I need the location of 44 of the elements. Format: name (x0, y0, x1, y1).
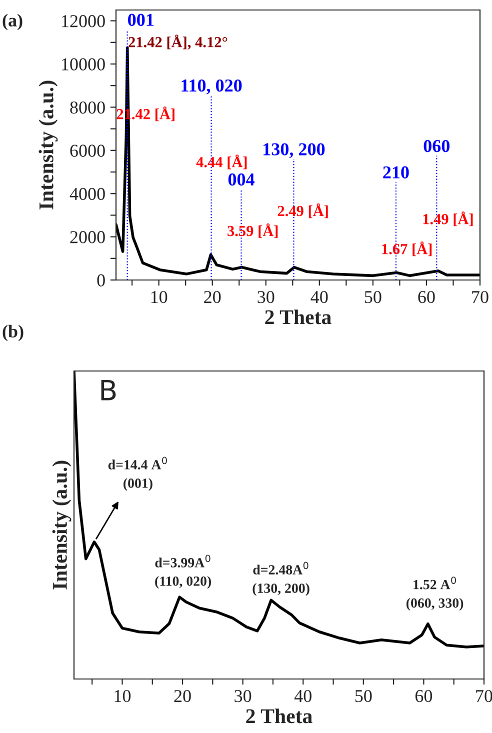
y-tick-label: 8000 (70, 101, 105, 114)
y-tick-label: 12000 (62, 15, 105, 28)
annotation: 130, 200 (264, 143, 325, 158)
x-axis-title: 2 Theta (246, 708, 312, 724)
y-tick-label: 10000 (62, 58, 105, 70)
annotation: 060 (424, 140, 450, 152)
x-tick-label: 60 (418, 290, 435, 304)
x-tick-label: 40 (310, 290, 328, 304)
annotation: 1.67 [Å] (382, 242, 432, 256)
y-tick-label: 2000 (70, 231, 105, 244)
x-tick-label: 50 (364, 290, 382, 304)
annotation: 21.42 [Å], 4.12° (128, 34, 228, 50)
x-tick-label: 10 (151, 290, 168, 304)
text: 1.52 A$^{0}$ (060, 330) (406, 576, 464, 611)
text: d=14.4 A$^{0}$ (001) (108, 456, 167, 491)
x-tick-label: 60 (415, 690, 432, 702)
annotation: 3.59 [Å] (228, 223, 278, 238)
chart-title: (a) (2, 14, 22, 30)
x-tick-label: 20 (174, 690, 191, 702)
x-tick-label: 70 (472, 290, 488, 304)
text: d=3.99A$^{0}$ (110, 020) (155, 554, 211, 589)
y-tick-label: 4000 (70, 188, 105, 200)
y-tick-label: 0 (97, 274, 105, 286)
annotation: 004 (228, 173, 254, 186)
chart-title: (b) (2, 324, 24, 342)
x-axis-title: 2 Theta (265, 310, 332, 324)
x-tick-label: 70 (476, 690, 492, 702)
annotation: 001 (128, 14, 154, 26)
x-tick-label: 10 (114, 690, 131, 702)
x-tick-label: 30 (234, 690, 252, 702)
annotation: 210 (383, 166, 409, 178)
annotation: 4.44 [Å] (196, 154, 247, 170)
annotation: 2.49 [Å] (278, 203, 328, 218)
x-tick-label: 20 (204, 290, 221, 304)
annotation: 1.49 [Å] (423, 212, 473, 226)
annotation: 110, 020 (182, 79, 242, 94)
y-tick-label: 6000 (70, 144, 105, 157)
x-tick-label: 30 (258, 290, 274, 304)
x-tick-label: 40 (294, 690, 312, 702)
y-axis-title: Intensity (a.u.) (38, 80, 58, 210)
text: d=2.48A$^{0}$ (130, 200) (252, 562, 310, 596)
y-axis-title: Intensity (a.u.) (52, 460, 72, 590)
annotation: B (101, 380, 116, 400)
x-tick-label: 50 (355, 690, 372, 702)
